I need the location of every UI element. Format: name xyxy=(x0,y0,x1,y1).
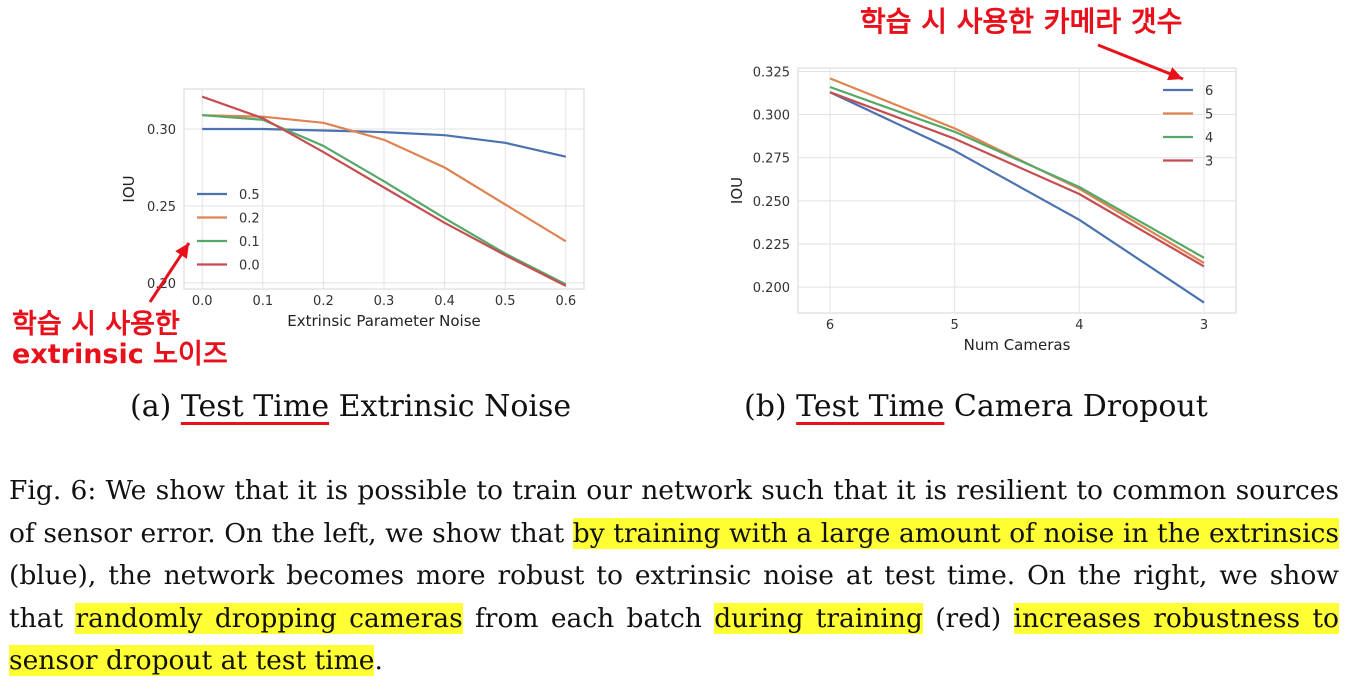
legend-label-4: 4 xyxy=(1205,131,1213,146)
caption-highlight-2: randomly dropping cameras xyxy=(75,602,463,634)
subcaption-b-rest: Camera Dropout xyxy=(944,389,1208,424)
legend-label-0.1: 0.1 xyxy=(239,235,260,250)
annotation-right: 학습 시 사용한 카메라 갯수 xyxy=(860,5,1183,38)
caption-highlight-1: by training with a large amount of noise… xyxy=(572,517,1339,549)
annotation-arrow-right-head xyxy=(1167,67,1183,81)
x-tick-label: 0.2 xyxy=(313,294,334,309)
x-tick-label: 0.5 xyxy=(495,294,516,309)
annotation-arrow-left-head xyxy=(175,243,189,259)
annotation-left-line1: 학습 시 사용한 xyxy=(12,309,180,340)
x-tick-label: 0.3 xyxy=(374,294,395,309)
plot-area xyxy=(797,67,1237,314)
legend-label-0.0: 0.0 xyxy=(239,259,260,274)
x-tick-label: 0.4 xyxy=(434,294,455,309)
y-tick-label: 0.250 xyxy=(753,195,790,210)
legend-label-0.2: 0.2 xyxy=(239,212,260,227)
series-line-6 xyxy=(829,91,1205,304)
y-tick-label: 0.25 xyxy=(147,200,176,215)
y-tick-label: 0.325 xyxy=(753,65,790,80)
annotation-left: 학습 시 사용한 extrinsic 노이즈 xyxy=(12,311,228,368)
caption-text-2: (blue), the network becomes more robust … xyxy=(9,560,1339,634)
series-line-0.2 xyxy=(202,114,567,243)
subcaption-a-underlined: Test Time xyxy=(180,389,330,424)
subcaption-a: (a) Test Time Extrinsic Noise xyxy=(130,389,571,424)
y-tick-label: 0.300 xyxy=(753,109,790,124)
caption-text-4: (red) xyxy=(922,602,1014,634)
legend-label-3: 3 xyxy=(1205,155,1213,170)
series-line-3 xyxy=(829,91,1205,268)
y-tick-label: 0.275 xyxy=(753,152,790,167)
x-tick-label: 0.0 xyxy=(192,294,213,309)
x-axis-label: Extrinsic Parameter Noise xyxy=(287,312,481,330)
x-axis-label: Num Cameras xyxy=(964,336,1071,354)
x-tick-label: 4 xyxy=(1075,318,1083,333)
x-tick-label: 3 xyxy=(1200,318,1208,333)
x-tick-label: 5 xyxy=(951,318,959,333)
subcaption-b-prefix: (b) xyxy=(744,389,797,424)
x-tick-label: 6 xyxy=(826,318,834,333)
figure-caption: Fig. 6: We show that it is possible to t… xyxy=(9,470,1340,683)
chart-camera-dropout: 6 5 4 3 0.200 0.225 0.250 0.275 0.300 0.325 Num Ca… xyxy=(728,43,1237,354)
legend-label-0.5: 0.5 xyxy=(239,188,260,203)
caption-highlight-3: during training xyxy=(714,602,923,634)
x-tick-label: 0.6 xyxy=(555,294,576,309)
annotation-left-line2: extrinsic 노이즈 xyxy=(12,339,228,370)
legend-label-5: 5 xyxy=(1205,108,1213,123)
series-line-0.0 xyxy=(201,95,567,287)
y-tick-label: 0.30 xyxy=(147,123,176,138)
y-tick-label: 0.225 xyxy=(753,238,790,253)
series-line-4 xyxy=(829,85,1205,259)
annotation-arrow-right xyxy=(1097,43,1184,81)
subcaption-a-prefix: (a) xyxy=(130,389,181,424)
y-axis-label: IOU xyxy=(120,175,138,202)
y-tick-label: 0.200 xyxy=(753,281,790,296)
x-tick-label: 0.1 xyxy=(252,294,273,309)
y-axis-label: IOU xyxy=(728,177,746,204)
subcaption-b-underlined: Test Time xyxy=(796,389,945,424)
series-line-0.5 xyxy=(202,127,567,158)
caption-text-3: from each batch xyxy=(462,602,715,634)
caption-text-1: Fig. 6: We show that it is possible to t… xyxy=(9,475,1339,549)
chart-extrinsic-noise: 0.00.10.20.30.40.50.60.200.250.30Extrins… xyxy=(120,88,585,330)
series-line-0.1 xyxy=(202,114,567,286)
subcaption-b: (b) Test Time Camera Dropout xyxy=(744,389,1208,424)
subcaption-a-rest: Extrinsic Noise xyxy=(329,389,572,424)
legend-label-6: 6 xyxy=(1205,84,1213,99)
caption-text-5: . xyxy=(374,645,383,676)
